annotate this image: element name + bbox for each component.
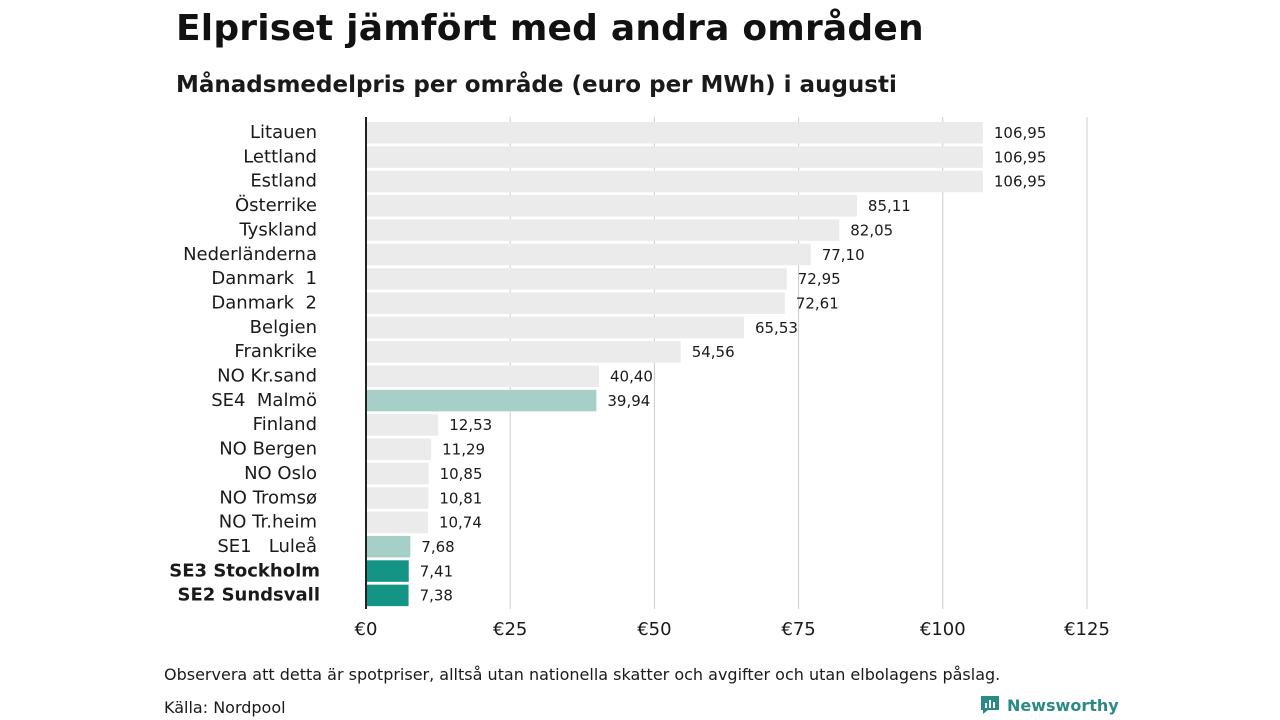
value-label: 85,11 — [868, 197, 911, 215]
bar — [366, 219, 840, 241]
value-label: 7,41 — [420, 562, 453, 580]
bar — [366, 511, 428, 534]
category-label: Österrike — [235, 194, 317, 216]
bar — [366, 268, 787, 290]
value-label: 11,29 — [442, 441, 485, 459]
value-label: 82,05 — [850, 221, 893, 239]
value-label: 12,53 — [449, 416, 492, 434]
value-label: 39,94 — [607, 392, 650, 410]
value-label: 54,56 — [692, 343, 735, 361]
category-label: Tyskland — [238, 219, 317, 240]
x-tick-label: €75 — [781, 619, 815, 640]
x-tick-label: €0 — [355, 619, 378, 640]
newsworthy-logo-icon — [981, 696, 999, 714]
value-label: 40,40 — [610, 368, 653, 386]
value-label: 106,95 — [994, 148, 1047, 166]
value-labels: 106,95 106,95 106,95 85,11 82,05 77,10 72,95 72… — [420, 124, 1047, 605]
category-label: Nederländerna — [183, 244, 317, 265]
x-tick-label: €100 — [920, 619, 966, 640]
category-label: SE1 Luleå — [217, 536, 317, 557]
category-label: SE4 Malmö — [211, 390, 317, 411]
bar — [366, 170, 983, 193]
bar — [366, 487, 429, 509]
x-axis-ticks: €0 €25 €50 €75 €100 €125 — [355, 619, 1110, 640]
source-credit: Källa: Nordpool — [164, 698, 286, 717]
bar — [366, 195, 857, 217]
category-label: Frankrike — [234, 341, 317, 362]
footnote: Observera att detta är spotpriser, allts… — [164, 665, 1001, 684]
value-label: 106,95 — [994, 173, 1047, 191]
value-label: 7,68 — [421, 538, 454, 556]
value-label: 72,61 — [796, 294, 839, 312]
value-label: 7,38 — [420, 587, 453, 605]
bar — [366, 146, 983, 168]
bar — [366, 438, 432, 461]
category-label: Danmark 2 — [211, 292, 317, 313]
category-label: NO Kr.sand — [217, 366, 317, 387]
category-label: NO Tr.heim — [219, 512, 317, 533]
bar — [366, 122, 983, 144]
value-label: 10,74 — [439, 514, 482, 532]
category-label: NO Tromsø — [219, 487, 317, 508]
value-label: 106,95 — [994, 124, 1047, 142]
bar — [366, 414, 439, 436]
category-label: SE3 Stockholm — [169, 560, 320, 581]
bar — [366, 365, 600, 387]
category-label: Danmark 1 — [211, 268, 317, 289]
value-label: 77,10 — [822, 246, 865, 264]
category-label: Belgien — [250, 317, 317, 338]
value-label: 72,95 — [798, 270, 841, 288]
category-label: Estland — [250, 171, 317, 192]
value-label: 10,81 — [439, 489, 482, 507]
bar — [366, 560, 409, 582]
category-label: NO Oslo — [244, 463, 317, 484]
bar — [366, 389, 597, 412]
x-tick-label: €50 — [637, 619, 671, 640]
bar — [366, 243, 811, 266]
bar — [366, 535, 411, 558]
value-label: 10,85 — [440, 465, 483, 483]
category-label: SE2 Sundsvall — [178, 585, 320, 606]
category-label: NO Bergen — [219, 439, 317, 460]
chart-title: Elpriset jämfört med andra områden — [176, 8, 924, 49]
brand-name: Newsworthy — [1007, 695, 1119, 715]
category-label: Lettland — [243, 146, 317, 167]
category-label: Finland — [253, 414, 317, 435]
x-tick-label: €125 — [1064, 619, 1110, 640]
bar — [366, 341, 681, 363]
category-label: Litauen — [250, 122, 317, 143]
x-tick-label: €25 — [493, 619, 527, 640]
bars — [366, 122, 983, 607]
bar — [366, 292, 785, 314]
bar — [366, 584, 409, 607]
brand-logo: Newsworthy — [979, 694, 1119, 716]
value-label: 65,53 — [755, 319, 798, 337]
bar — [366, 316, 744, 339]
chart-subtitle: Månadsmedelpris per område (euro per MWh… — [176, 72, 897, 98]
bar — [366, 462, 429, 485]
